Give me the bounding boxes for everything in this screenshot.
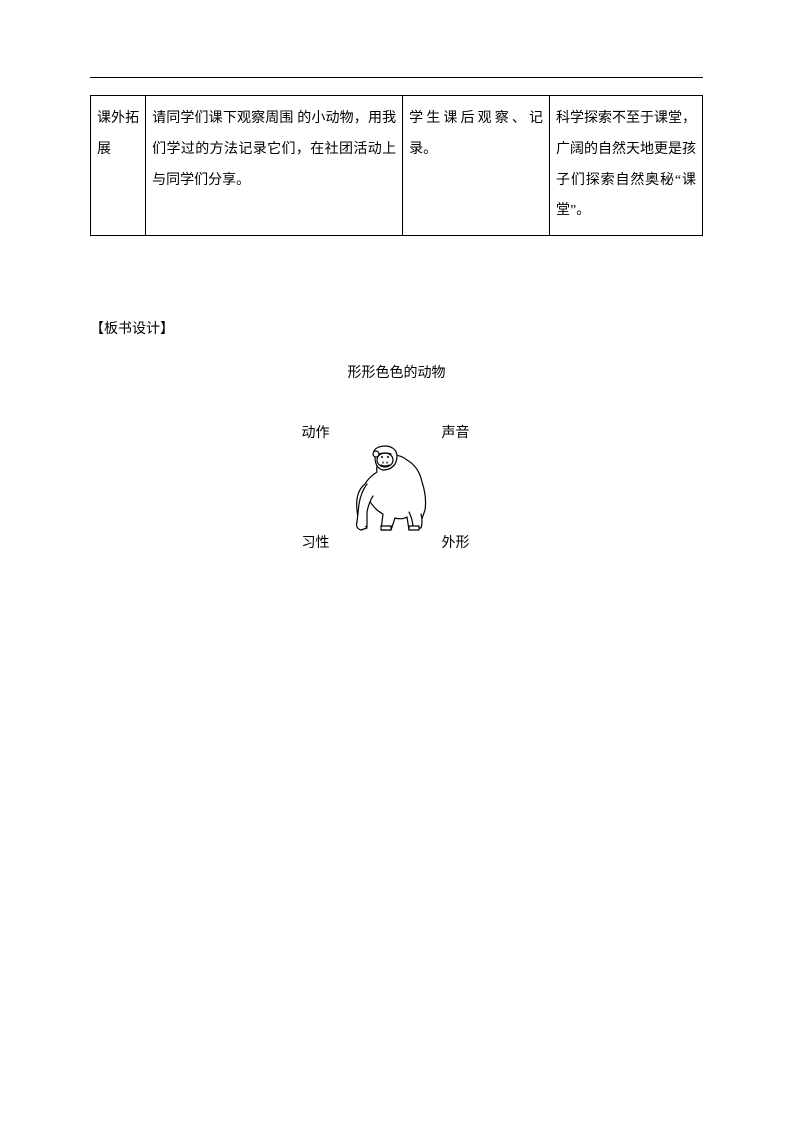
page-top-rule <box>90 77 703 78</box>
cell-teacher-activity: 请同学们课下观察周围 的小动物，用我们学过的方法记录它们，在社团活动上与同学们分… <box>146 96 403 236</box>
board-design-title: 形形色色的动物 <box>90 362 703 382</box>
cell-purpose: 科学探索不至于课堂，广阔的自然天地更是孩子们探索自然奥秘“课堂”。 <box>549 96 702 236</box>
concept-diagram: 动作 声音 习性 外形 <box>247 422 547 582</box>
gorilla-icon <box>347 442 447 542</box>
page-content: 课外拓展 请同学们课下观察周围 的小动物，用我们学过的方法记录它们，在社团活动上… <box>0 0 793 582</box>
table-row: 课外拓展 请同学们课下观察周围 的小动物，用我们学过的方法记录它们，在社团活动上… <box>91 96 703 236</box>
lesson-table: 课外拓展 请同学们课下观察周围 的小动物，用我们学过的方法记录它们，在社团活动上… <box>90 95 703 236</box>
cell-student-activity: 学生课后观察、记录。 <box>403 96 550 236</box>
diagram-label-sound: 声音 <box>442 422 470 442</box>
diagram-label-action: 动作 <box>302 422 330 442</box>
cell-category: 课外拓展 <box>91 96 146 236</box>
diagram-label-habit: 习性 <box>302 532 330 552</box>
board-design-header: 【板书设计】 <box>90 316 703 344</box>
